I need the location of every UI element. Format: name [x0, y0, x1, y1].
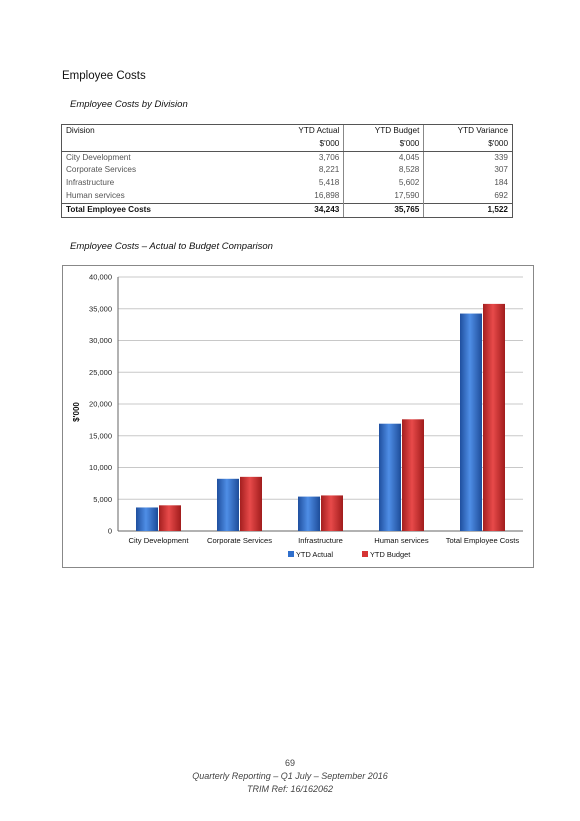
chart-title: Employee Costs – Actual to Budget Compar… — [70, 241, 273, 252]
x-category-label: Corporate Services — [207, 536, 272, 545]
bar-ytd-budget — [402, 419, 424, 531]
row-actual: 16,898 — [314, 190, 340, 200]
table-subheader-row: $'000 $'000 $'000 — [61, 137, 513, 152]
employee-costs-table: Division YTD Actual YTD Budget YTD Varia… — [61, 123, 513, 218]
row-division: City Development — [61, 151, 270, 165]
bar-ytd-actual — [298, 496, 320, 531]
bar-ytd-budget — [483, 303, 505, 531]
row-division: Human services — [61, 189, 270, 204]
section-title: Employee Costs — [62, 70, 146, 82]
row-budget: 4,045 — [343, 151, 424, 165]
table-header-row: Division YTD Actual YTD Budget YTD Varia… — [61, 123, 513, 138]
subheader-unit: $'000 — [423, 137, 513, 152]
y-tick-label: 25,000 — [89, 368, 112, 377]
header-ytd-budget: YTD Budget — [343, 123, 424, 138]
page-number: 69 — [284, 758, 295, 768]
total-variance: 1,522 — [423, 202, 513, 218]
table-total-row: Total Employee Costs 34,243 35,765 1,522 — [61, 202, 513, 218]
subheader-unit: $'000 — [270, 137, 344, 152]
row-variance: 184 — [423, 177, 513, 190]
total-actual: 34,243 — [270, 202, 344, 218]
bar-ytd-actual — [379, 423, 401, 531]
footer-report-title: Quarterly Reporting – Q1 July – Septembe… — [192, 771, 388, 781]
total-budget: 35,765 — [343, 202, 424, 218]
row-budget: 17,590 — [343, 189, 424, 204]
row-actual: 8,221 — [318, 165, 340, 175]
y-tick-label: 10,000 — [89, 463, 112, 472]
legend-swatch — [288, 551, 294, 557]
y-tick-label: 5,000 — [93, 495, 112, 504]
y-tick-label: 30,000 — [89, 336, 112, 345]
header-ytd-variance: YTD Variance — [423, 123, 513, 138]
x-category-label: City Development — [129, 536, 190, 545]
bar-ytd-actual — [136, 507, 158, 531]
subheader-empty — [61, 137, 270, 152]
footer-trim-ref: TRIM Ref: 16/162062 — [246, 784, 334, 794]
table-row: Infrastructure 5,418 5,602 184 — [61, 177, 513, 190]
x-category-label: Human services — [374, 536, 429, 545]
bar-ytd-budget — [240, 476, 262, 531]
table-title: Employee Costs by Division — [70, 99, 188, 110]
y-tick-label: 0 — [108, 527, 112, 536]
row-actual: 3,706 — [318, 152, 340, 162]
x-category-label: Total Employee Costs — [446, 536, 520, 545]
y-tick-label: 35,000 — [89, 304, 112, 313]
total-label: Total Employee Costs — [61, 202, 270, 218]
bar-chart: 0 5,000 10,000 15,000 20,000 25,000 30,000 35,0… — [62, 265, 534, 568]
x-category-label: Infrastructure — [298, 536, 343, 545]
legend-label: YTD Budget — [370, 550, 410, 559]
table-row: Human services 16,898 17,590 692 — [61, 189, 513, 204]
bar-ytd-budget — [159, 505, 181, 531]
header-ytd-actual: YTD Actual — [270, 123, 344, 138]
table-row: Corporate Services 8,221 8,528 307 — [61, 164, 513, 178]
header-division: Division — [61, 123, 270, 138]
row-division: Infrastructure — [61, 177, 270, 190]
row-budget: 5,602 — [343, 177, 424, 190]
y-tick-label: 40,000 — [89, 273, 112, 282]
y-axis-label: $'000 — [72, 402, 81, 422]
y-tick-label: 15,000 — [89, 431, 112, 440]
legend-swatch — [362, 551, 368, 557]
bar-ytd-budget — [321, 495, 343, 531]
bar-ytd-actual — [460, 313, 482, 531]
row-variance: 692 — [423, 189, 513, 204]
subheader-unit: $'000 — [343, 137, 424, 152]
legend-label: YTD Actual — [296, 550, 333, 559]
row-division: Corporate Services — [61, 164, 270, 178]
row-variance: 307 — [423, 164, 513, 178]
row-actual: 5,418 — [318, 178, 340, 188]
bar-ytd-actual — [217, 478, 239, 531]
bar-chart-svg: 0 5,000 10,000 15,000 20,000 25,000 30,000 35,0… — [72, 273, 523, 559]
table-row: City Development 3,706 4,045 339 — [61, 151, 513, 165]
row-variance: 339 — [423, 151, 513, 165]
y-tick-label: 20,000 — [89, 400, 112, 409]
row-budget: 8,528 — [343, 164, 424, 178]
